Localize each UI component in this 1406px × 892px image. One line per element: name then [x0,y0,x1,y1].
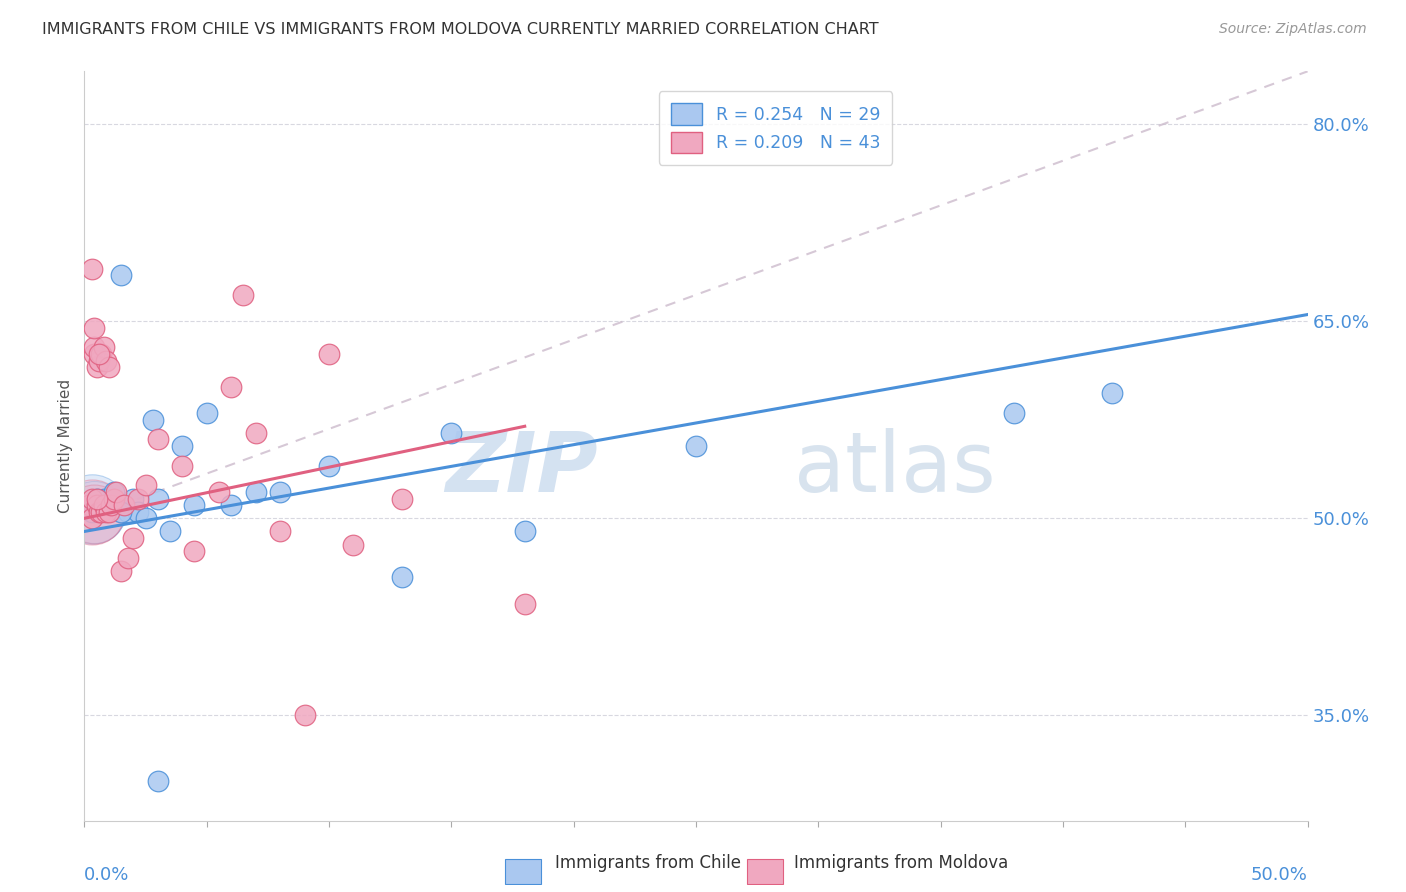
Point [342,538,364,552]
Point [440,425,463,440]
Text: atlas: atlas [794,428,995,509]
Point [80,505,103,519]
Point [269,524,291,539]
Point [80,491,103,506]
Point [146,774,169,789]
Point [80,511,103,525]
Point [142,413,165,427]
Point [269,485,291,500]
Point [83,347,105,361]
Point [232,288,254,302]
Point [97,498,120,512]
Point [103,491,125,506]
Point [122,531,145,545]
Point [90,347,112,361]
Point [80,261,103,276]
Point [159,524,181,539]
Point [135,511,157,525]
Point [127,505,149,519]
Point [513,524,536,539]
Point [127,491,149,506]
Text: Source: ZipAtlas.com: Source: ZipAtlas.com [1219,22,1367,37]
Point [87,505,110,519]
Point [110,505,132,519]
Y-axis label: Currently Married: Currently Married [58,379,73,513]
Point [86,491,108,506]
Point [86,360,108,375]
Point [513,597,536,611]
Point [97,360,120,375]
Point [86,498,108,512]
Point [96,505,118,519]
Point [391,491,413,506]
Point [83,505,105,519]
Point [83,320,105,334]
Point [87,347,110,361]
Point [146,433,169,447]
Point [172,458,194,473]
Text: IMMIGRANTS FROM CHILE VS IMMIGRANTS FROM MOLDOVA CURRENTLY MARRIED CORRELATION C: IMMIGRANTS FROM CHILE VS IMMIGRANTS FROM… [42,22,879,37]
Point [1002,406,1025,420]
Point [122,491,145,506]
Text: Immigrants from Moldova: Immigrants from Moldova [794,855,1008,872]
Point [146,491,169,506]
Point [90,505,112,519]
Point [86,491,108,506]
Point [183,544,205,558]
Point [318,458,340,473]
Point [105,485,128,500]
Point [110,564,132,578]
Point [83,340,105,354]
Point [93,491,115,506]
Point [103,485,125,500]
Point [685,439,707,453]
Text: Immigrants from Chile: Immigrants from Chile [555,855,741,872]
Point [87,353,110,368]
Point [112,498,135,512]
Point [1101,386,1123,401]
Point [93,498,115,512]
Point [183,498,205,512]
Legend: R = 0.254   N = 29, R = 0.209   N = 43: R = 0.254 N = 29, R = 0.209 N = 43 [658,91,893,165]
Point [245,425,267,440]
Point [97,505,120,519]
Point [172,439,194,453]
Point [208,485,231,500]
Point [391,570,413,584]
Point [294,708,316,723]
Point [117,505,139,519]
Point [195,406,218,420]
Text: ZIP: ZIP [446,428,598,509]
Point [219,498,242,512]
Text: 0.0%: 0.0% [84,865,129,884]
Point [80,505,103,519]
Point [93,340,115,354]
Point [96,353,118,368]
Point [135,478,157,492]
Point [245,485,267,500]
Point [100,498,122,512]
Point [86,498,108,512]
Text: 50.0%: 50.0% [1251,865,1308,884]
Point [77,498,100,512]
Point [318,347,340,361]
Point [117,550,139,565]
Point [83,508,105,522]
Point [80,502,103,516]
Point [219,380,242,394]
Point [110,268,132,282]
